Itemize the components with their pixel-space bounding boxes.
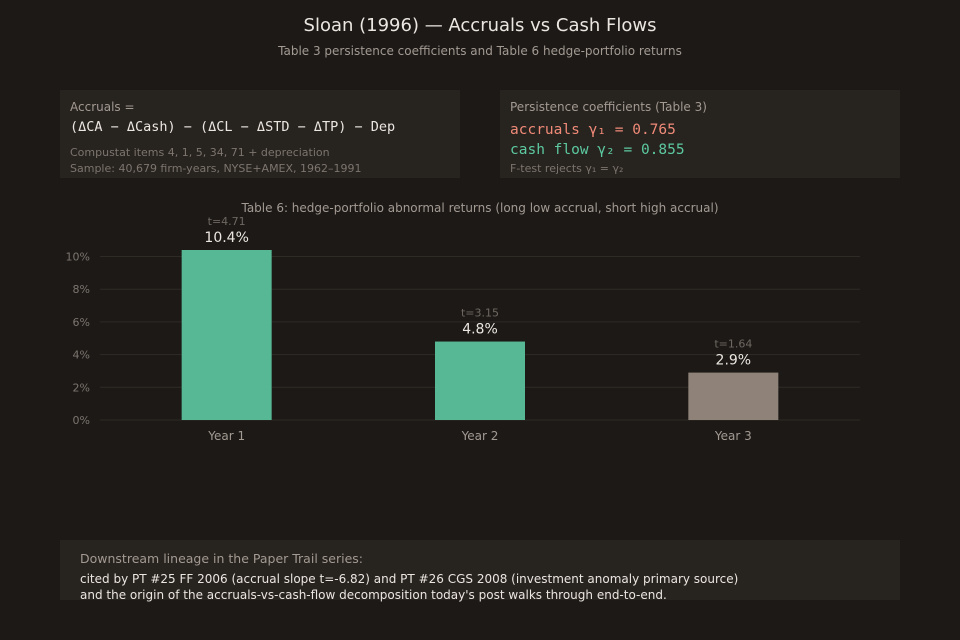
persistence-label: Persistence coefficients (Table 3) xyxy=(510,100,707,114)
page-title: Sloan (1996) — Accruals vs Cash Flows xyxy=(303,15,657,36)
f-test-note: F-test rejects γ₁ = γ₂ xyxy=(510,162,624,175)
bar-t-stat-label: t=3.15 xyxy=(461,307,499,320)
y-tick-label: 10% xyxy=(66,251,90,264)
bar-value-label: 4.8% xyxy=(462,322,498,338)
x-tick-label: Year 3 xyxy=(714,429,752,443)
chart-title: Table 6: hedge-portfolio abnormal return… xyxy=(240,201,718,215)
y-tick-label: 4% xyxy=(73,349,90,362)
y-tick-label: 0% xyxy=(73,414,90,427)
bar-series: 10.4% t=4.71 4.8% t=3.15 2.9% t=1.64 xyxy=(181,215,779,420)
bar-t-stat-label: t=1.64 xyxy=(714,338,752,351)
y-axis: 0% 2% 4% 6% 8% 10% xyxy=(66,251,90,427)
bar-year-1 xyxy=(181,250,272,420)
y-tick-label: 2% xyxy=(73,381,90,394)
accruals-coefficient: accruals γ₁ = 0.765 xyxy=(510,122,676,138)
persistence-panel: Persistence coefficients (Table 3) accru… xyxy=(500,90,900,178)
accruals-label: Accruals = xyxy=(70,100,135,114)
sample-note: Sample: 40,679 firm-years, NYSE+AMEX, 19… xyxy=(70,162,362,175)
y-tick-label: 8% xyxy=(73,283,90,296)
bar-value-label: 2.9% xyxy=(716,353,752,369)
x-axis: Year 1 Year 2 Year 3 xyxy=(207,429,752,443)
bar-value-label: 10.4% xyxy=(204,230,248,246)
bar-t-stat-label: t=4.71 xyxy=(208,215,246,228)
page-subtitle: Table 3 persistence coefficients and Tab… xyxy=(278,44,682,58)
lineage-panel: Downstream lineage in the Paper Trail se… xyxy=(60,540,900,602)
y-tick-label: 6% xyxy=(73,316,90,329)
accruals-definition-panel: Accruals = (ΔCA − ΔCash) − (ΔCL − ΔSTD −… xyxy=(60,90,460,178)
x-tick-label: Year 1 xyxy=(207,429,245,443)
lineage-line-1: cited by PT #25 FF 2006 (accrual slope t… xyxy=(80,572,739,586)
compustat-note: Compustat items 4, 1, 5, 34, 71 + deprec… xyxy=(70,146,330,159)
x-tick-label: Year 2 xyxy=(461,429,499,443)
lineage-line-2: and the origin of the accruals-vs-cash-f… xyxy=(80,588,667,602)
bar-year-2 xyxy=(435,341,525,420)
bar-year-3 xyxy=(688,372,779,420)
accruals-formula: (ΔCA − ΔCash) − (ΔCL − ΔSTD − ΔTP) − Dep xyxy=(70,119,396,135)
cashflow-coefficient: cash flow γ₂ = 0.855 xyxy=(510,142,685,158)
lineage-heading: Downstream lineage in the Paper Trail se… xyxy=(80,551,363,566)
